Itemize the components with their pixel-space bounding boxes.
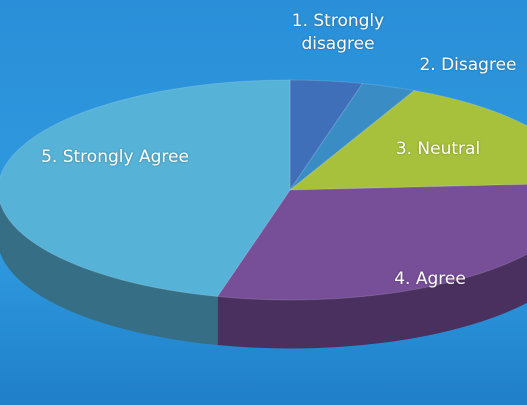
slice-label: 2. Disagree [419,55,517,75]
pie-slice [288,89,527,191]
slice-label: 5. Strongly Agree [41,147,189,167]
pie-slice [216,183,527,301]
pie-slice [289,82,416,191]
slice-label: 4. Agree [394,269,466,289]
pie-slice [289,79,364,192]
slice-label: 3. Neutral [395,139,481,159]
slice-label: 1. Strongly disagree [291,11,385,54]
pie-slice [0,79,291,298]
